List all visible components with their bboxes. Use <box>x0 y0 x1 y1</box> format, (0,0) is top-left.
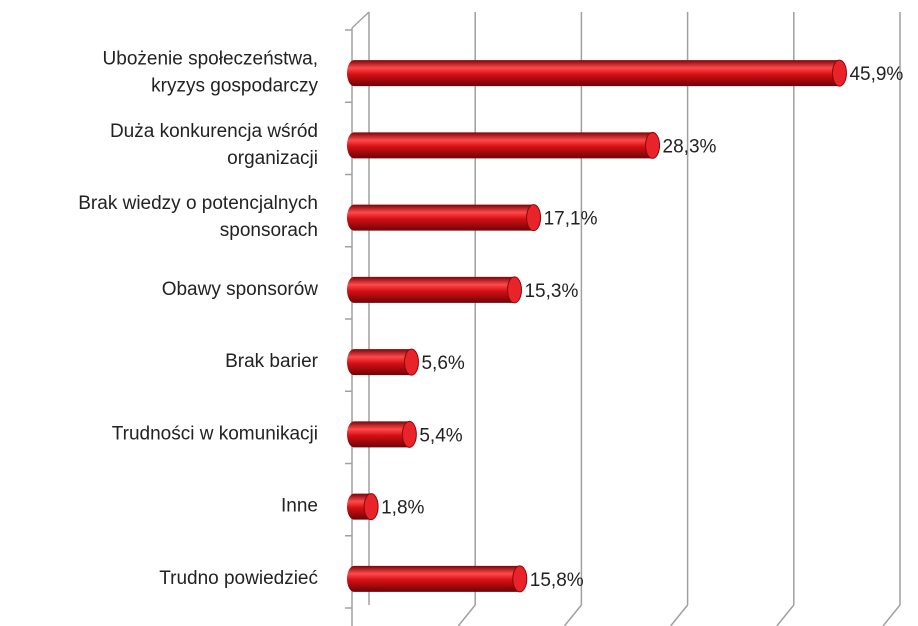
bar <box>347 421 417 448</box>
bar <box>347 565 527 592</box>
grid-floor <box>882 604 901 626</box>
category-label: Brak wiedzy o potencjalnych <box>78 193 318 214</box>
value-label: 15,8% <box>530 570 584 591</box>
category-label: Trudności w komunikacji <box>112 423 318 444</box>
value-label: 17,1% <box>544 209 598 230</box>
category-label: sponsorach <box>220 220 318 241</box>
bar <box>347 132 660 159</box>
bar-cap <box>512 565 528 593</box>
grid-floor <box>563 604 582 626</box>
category-label: Brak barier <box>225 351 319 372</box>
grid-floor <box>457 604 476 626</box>
grid-floor <box>670 604 689 626</box>
bar <box>347 276 522 303</box>
bar-cap <box>645 131 661 159</box>
bar-cap <box>831 59 847 87</box>
bar-cap <box>401 420 417 448</box>
grid-floor <box>776 604 795 626</box>
category-label: Ubożenie społeczeństwa, <box>103 49 318 70</box>
bar-cap <box>506 276 522 304</box>
bar-cap <box>363 493 379 521</box>
category-label: Duża konkurencja wśród <box>110 121 318 142</box>
bar <box>347 204 541 231</box>
value-label: 28,3% <box>663 136 717 157</box>
bar-cap <box>526 204 542 232</box>
bar <box>347 60 847 87</box>
bar-cap <box>403 348 419 376</box>
category-label: Inne <box>281 496 318 517</box>
category-label: kryzys gospodarczy <box>151 76 318 97</box>
category-label: Obawy sponsorów <box>162 279 319 300</box>
bar <box>347 349 419 376</box>
category-label: Trudno powiedzieć <box>159 568 318 589</box>
value-label: 15,3% <box>524 281 578 302</box>
category-label: organizacji <box>227 148 318 169</box>
value-label: 5,4% <box>419 425 462 446</box>
value-label: 1,8% <box>381 498 424 519</box>
value-label: 5,6% <box>421 353 464 374</box>
value-label: 45,9% <box>849 64 903 85</box>
wall-edge <box>351 11 370 29</box>
